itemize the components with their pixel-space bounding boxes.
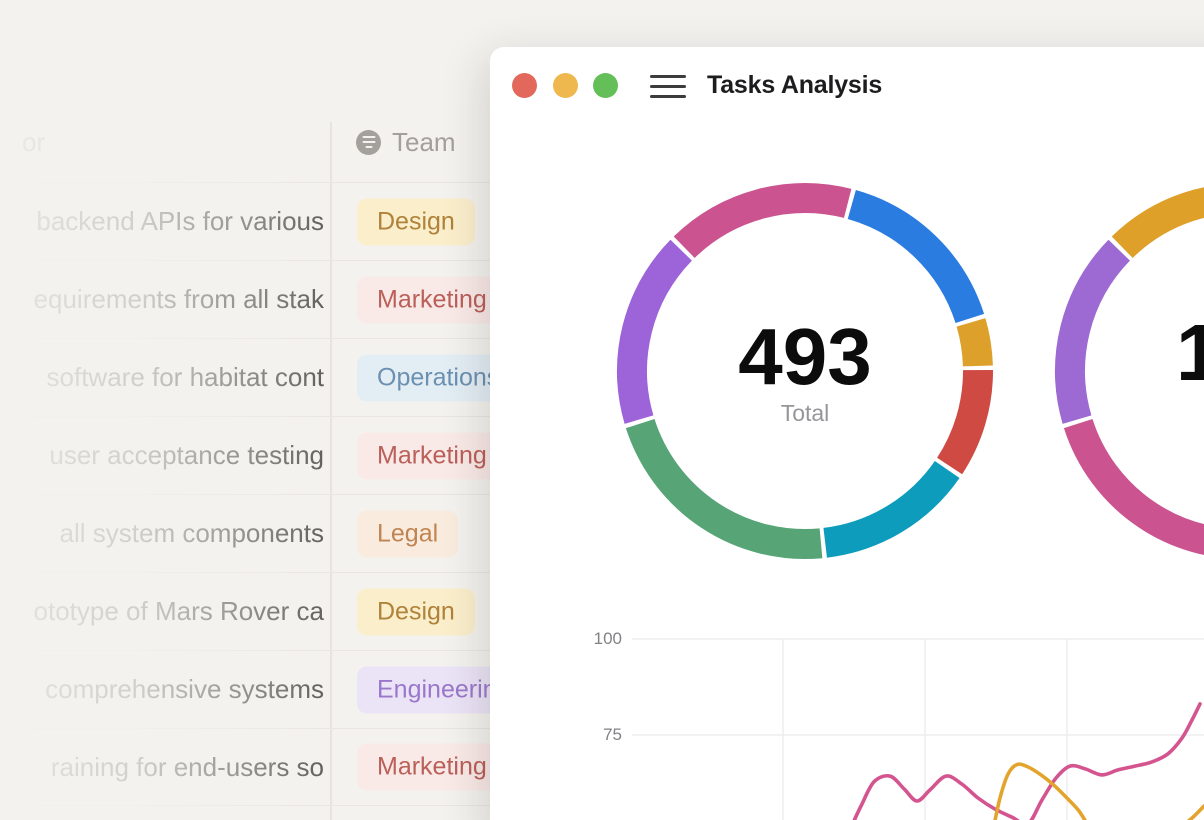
- donut-segment-purple[interactable]: [617, 239, 693, 424]
- team-badge[interactable]: Legal: [357, 510, 459, 557]
- tasks-analysis-window: Tasks Analysis 493 Total 1 100 75: [490, 47, 1204, 820]
- donut-segment-pink[interactable]: [673, 183, 852, 259]
- task-name-cell: raining for end-users so: [50, 751, 324, 782]
- team-badge[interactable]: Marketing: [357, 432, 507, 479]
- donut-segment-pink[interactable]: [1063, 418, 1204, 555]
- donut-segment-gold[interactable]: [956, 318, 993, 367]
- donut-segment-blue[interactable]: [847, 190, 985, 324]
- team-column-label: Team: [392, 126, 456, 157]
- y-axis-tick-100: 100: [593, 629, 622, 648]
- line-series-gold: [1186, 804, 1204, 820]
- team-badge[interactable]: Design: [357, 198, 475, 245]
- menu-icon[interactable]: [650, 75, 686, 99]
- team-badge[interactable]: Marketing: [357, 743, 507, 791]
- task-name-cell: user acceptance testing: [49, 440, 324, 470]
- task-name-cell: all system components: [59, 518, 324, 548]
- window-title: Tasks Analysis: [707, 71, 883, 99]
- donut-segment-gold[interactable]: [1111, 187, 1204, 259]
- task-name-cell: software for habitat cont: [46, 362, 324, 392]
- donut-total-label: Total: [780, 400, 830, 426]
- line-series-pink: [852, 702, 1202, 820]
- donut-total-value: 493: [738, 312, 872, 401]
- team-badge[interactable]: Marketing: [357, 276, 507, 323]
- donut-segment-red[interactable]: [936, 369, 994, 475]
- team-badge[interactable]: Design: [357, 588, 475, 635]
- secondary-donut-value: 1: [1176, 308, 1204, 397]
- zoom-button[interactable]: [593, 73, 618, 98]
- task-name-cell: backend APIs for various: [36, 206, 324, 236]
- donut-segment-green[interactable]: [625, 418, 823, 559]
- y-axis-tick-75: 75: [603, 725, 622, 744]
- secondary-donut-chart[interactable]: [1043, 171, 1204, 571]
- task-name-cell: equirements from all stak: [33, 284, 324, 314]
- select-property-icon: [356, 129, 381, 155]
- task-name-cell: comprehensive systems: [45, 674, 324, 704]
- column-header-fragment: or: [22, 127, 46, 157]
- line-series-gold: [993, 762, 1087, 820]
- team-column-header[interactable]: Team: [356, 119, 456, 165]
- donut-segment-purple[interactable]: [1055, 239, 1131, 424]
- task-name-cell: ototype of Mars Rover ca: [33, 596, 324, 626]
- close-button[interactable]: [512, 73, 537, 98]
- minimize-button[interactable]: [553, 73, 578, 98]
- donut-segment-teal[interactable]: [823, 460, 960, 558]
- tasks-line-chart[interactable]: [560, 590, 1204, 820]
- tasks-donut-chart[interactable]: [605, 171, 1005, 571]
